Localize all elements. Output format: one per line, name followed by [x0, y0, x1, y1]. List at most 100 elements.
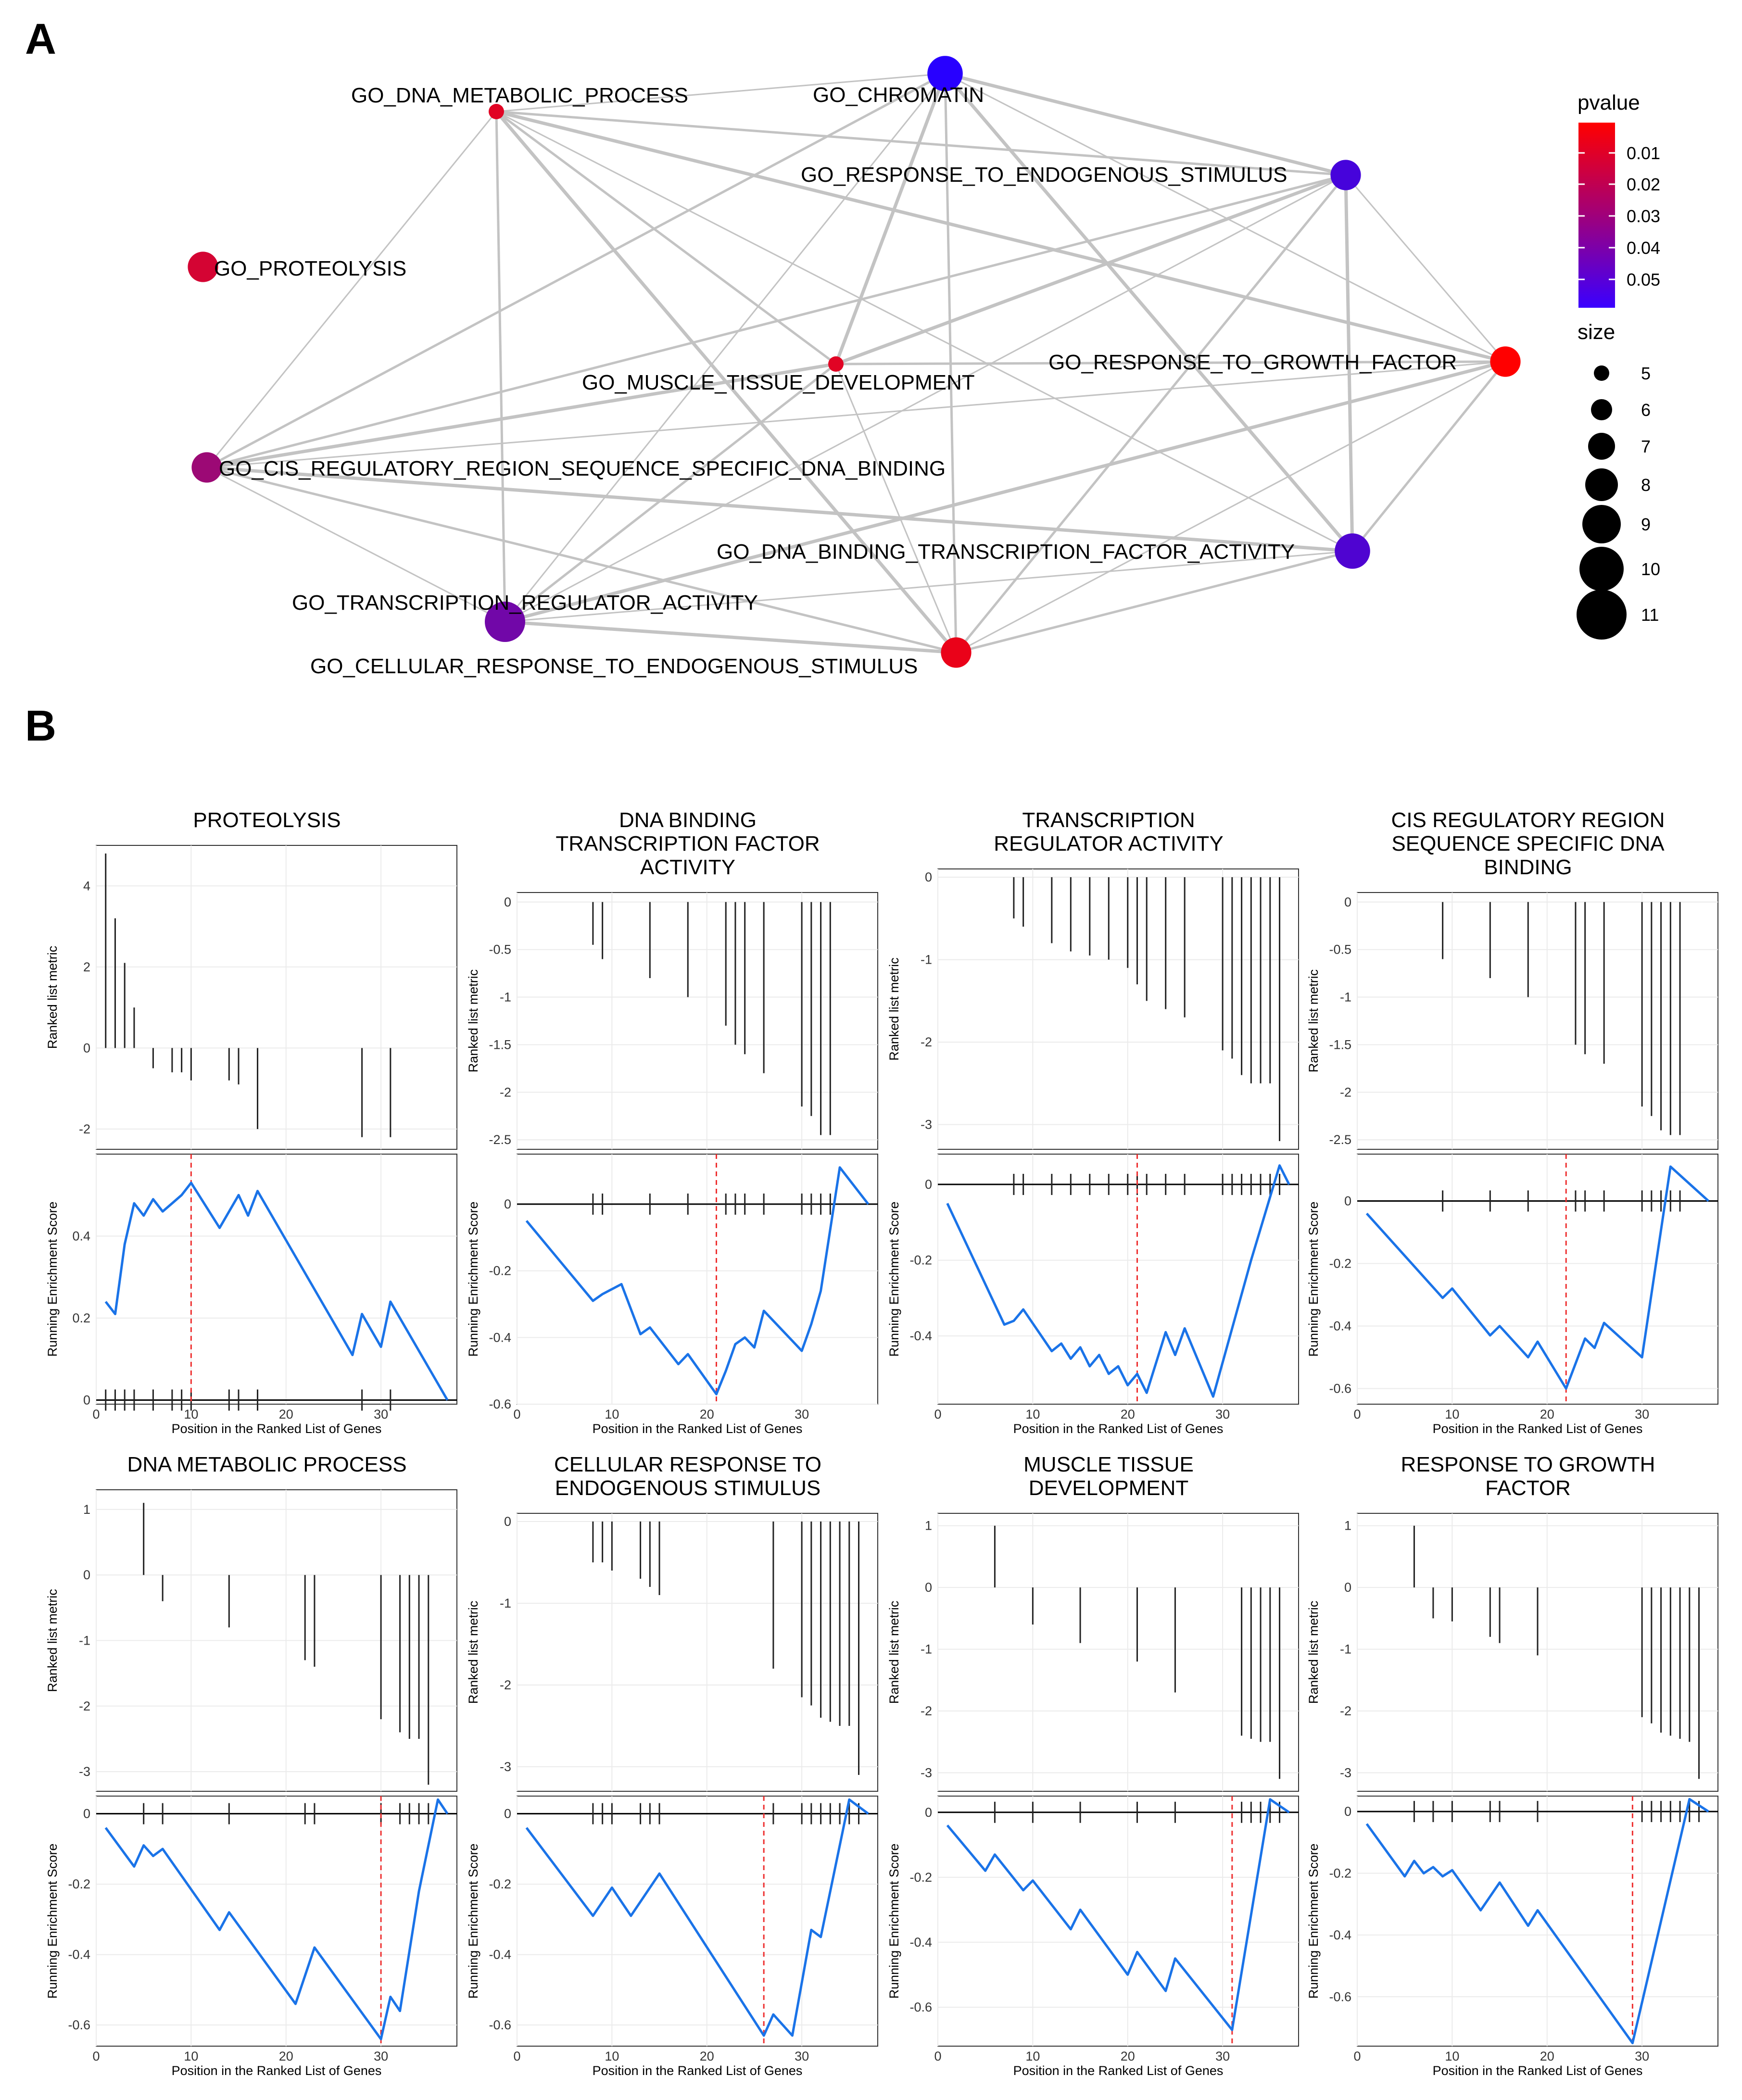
- metric-ytick-label: -1: [921, 1642, 932, 1657]
- gsea-panel-5: CELLULAR RESPONSE TO ENDOGENOUS STIMULUS 0…: [466, 1453, 878, 2078]
- network-edge-n7-n9: [956, 550, 1353, 654]
- gsea-xlabel-2: Position in the Ranked List of Genes: [1013, 1421, 1224, 1436]
- network-node-n5: [1490, 346, 1521, 377]
- running-ytick-label: 0: [925, 1805, 932, 1820]
- running-score-line: [104, 1182, 449, 1401]
- running-ytick-label: 0: [925, 1177, 932, 1192]
- metric-ytick-label: -3: [500, 1760, 511, 1774]
- metric-ytick-label: -1: [500, 990, 511, 1005]
- xtick-label: 10: [1025, 1407, 1040, 1421]
- xtick-label: 20: [1121, 2049, 1135, 2063]
- network-edge-n1-n8: [504, 73, 946, 622]
- network-edge-n6-n9: [206, 466, 957, 654]
- network-node-label-n8: GO_TRANSCRIPTION_REGULATOR_ACTIVITY: [292, 591, 758, 615]
- running-ytick-label: 0.2: [72, 1311, 90, 1325]
- running-ytick-label: -0.6: [1329, 1989, 1351, 2004]
- gsea-panels: PROTEOLYSIS -2 0 2 4 Ranked list metric 0 0.2 0.…: [45, 808, 1718, 2078]
- gsea-title-2: TRANSCRIPTION REGULATOR ACTIVITY: [994, 808, 1224, 855]
- metric-ytick-label: 0: [1344, 1580, 1351, 1595]
- running-ytick-label: -0.6: [909, 2000, 932, 2014]
- metric-ytick-label: 0: [83, 1568, 90, 1582]
- xtick-label: 10: [1025, 2049, 1040, 2063]
- xtick-label: 30: [1215, 1407, 1230, 1421]
- metric-ytick-label: 2: [83, 960, 90, 974]
- gsea-xlabel-7: Position in the Ranked List of Genes: [1433, 2063, 1643, 2078]
- gsea-title-6: MUSCLE TISSUE DEVELOPMENT: [1023, 1453, 1194, 1500]
- metric-ytick-label: 4: [83, 879, 90, 893]
- running-score-line: [525, 1798, 869, 2037]
- running-ylabel-0: Running Enrichment Score: [45, 1202, 60, 1357]
- running-ylabel-7: Running Enrichment Score: [1306, 1844, 1321, 1999]
- network-node-label-n9: GO_CELLULAR_RESPONSE_TO_ENDOGENOUS_STIMU…: [310, 654, 918, 678]
- gsea-panel-2: TRANSCRIPTION REGULATOR ACTIVITY 0 -1 -2 -3 Ra…: [887, 808, 1299, 1436]
- xtick-label: 20: [1540, 2049, 1554, 2063]
- network-edge-n8-n9: [505, 620, 957, 654]
- network-node-label-n0: GO_DNA_METABOLIC_PROCESS: [351, 84, 688, 107]
- running-ytick-label: 0.4: [72, 1229, 90, 1243]
- metric-ytick-label: -1: [79, 1634, 90, 1648]
- xtick-label: 20: [700, 2049, 714, 2063]
- running-ytick-label: -0.6: [1329, 1382, 1351, 1396]
- gsea-title-0: PROTEOLYSIS: [193, 808, 341, 832]
- metric-ytick-label: 1: [1344, 1519, 1351, 1533]
- xtick-label: 30: [1635, 1407, 1649, 1421]
- running-score-line: [1365, 1165, 1709, 1390]
- network-node-n9: [941, 637, 972, 668]
- xtick-label: 10: [1445, 2049, 1459, 2063]
- xtick-label: 30: [1215, 2049, 1230, 2063]
- metric-ytick-label: -2.5: [1329, 1132, 1351, 1147]
- size-key-label-8: 8: [1641, 475, 1651, 495]
- running-ylabel-5: Running Enrichment Score: [466, 1844, 480, 1999]
- size-key-circle-9: [1582, 505, 1621, 543]
- size-key-circle-10: [1579, 547, 1624, 591]
- network-edge-n5-n4: [835, 360, 1506, 365]
- metric-ylabel-6: Ranked list metric: [887, 1601, 901, 1704]
- network-node-label-n3: GO_PROTEOLYSIS: [214, 257, 406, 280]
- network-node-n7: [1335, 533, 1370, 569]
- xtick-label: 20: [1121, 1407, 1135, 1421]
- running-score-line: [946, 1164, 1290, 1398]
- size-key-label-7: 7: [1641, 437, 1651, 456]
- network-node-label-n2: GO_RESPONSE_TO_ENDOGENOUS_STIMULUS: [801, 163, 1287, 187]
- network-node-label-n6: GO_CIS_REGULATORY_REGION_SEQUENCE_SPECIF…: [219, 457, 946, 480]
- network-edge-n6-n4: [206, 362, 836, 469]
- metric-ytick-label: -2: [79, 1122, 90, 1136]
- size-key-label-9: 9: [1641, 515, 1651, 534]
- running-ylabel-6: Running Enrichment Score: [887, 1844, 901, 1999]
- running-ylabel-3: Running Enrichment Score: [1306, 1202, 1321, 1357]
- network-edge-n2-n9: [955, 174, 1347, 654]
- network-edge-n5-n8: [505, 360, 1506, 624]
- network-node-n6: [191, 452, 222, 483]
- running-ytick-label: 0: [504, 1807, 511, 1821]
- xtick-label: 0: [513, 2049, 520, 2063]
- network-edge-n0-n2: [496, 110, 1346, 176]
- metric-ytick-label: -2: [921, 1704, 932, 1718]
- network-node-label-n1: GO_CHROMATIN: [813, 83, 984, 107]
- size-key-circle-11: [1577, 590, 1627, 640]
- running-ytick-label: -0.2: [909, 1253, 932, 1268]
- size-key-circle-8: [1585, 468, 1618, 501]
- xtick-label: 30: [374, 1407, 388, 1421]
- metric-ytick-label: -2: [921, 1035, 932, 1049]
- metric-ytick-label: -0.5: [1329, 943, 1351, 957]
- running-panel-frame-7: [1357, 1796, 1718, 2047]
- gsea-title-4: DNA METABOLIC PROCESS: [127, 1453, 406, 1476]
- metric-ytick-label: -3: [1340, 1765, 1351, 1780]
- running-panel-frame-4: [96, 1796, 457, 2047]
- running-ytick-label: -0.6: [489, 1397, 511, 1411]
- xtick-label: 0: [92, 1407, 100, 1421]
- metric-ytick-label: -2.5: [489, 1132, 511, 1147]
- metric-ylabel-2: Ranked list metric: [887, 957, 901, 1061]
- size-key-label-5: 5: [1641, 364, 1651, 383]
- xtick-label: 10: [605, 1407, 619, 1421]
- running-ytick-label: 0: [1344, 1804, 1351, 1819]
- gsea-xlabel-3: Position in the Ranked List of Genes: [1433, 1421, 1643, 1436]
- gsea-xlabel-0: Position in the Ranked List of Genes: [172, 1421, 382, 1436]
- size-key-label-10: 10: [1641, 559, 1660, 579]
- metric-ytick-label: -1: [1340, 990, 1351, 1005]
- metric-panel-frame-6: [937, 1513, 1299, 1792]
- size-legend-keys: 5 6 7 8 9 10 11: [1577, 364, 1660, 640]
- running-ytick-label: -0.4: [909, 1935, 932, 1949]
- network-edge-n4-n8: [504, 363, 837, 623]
